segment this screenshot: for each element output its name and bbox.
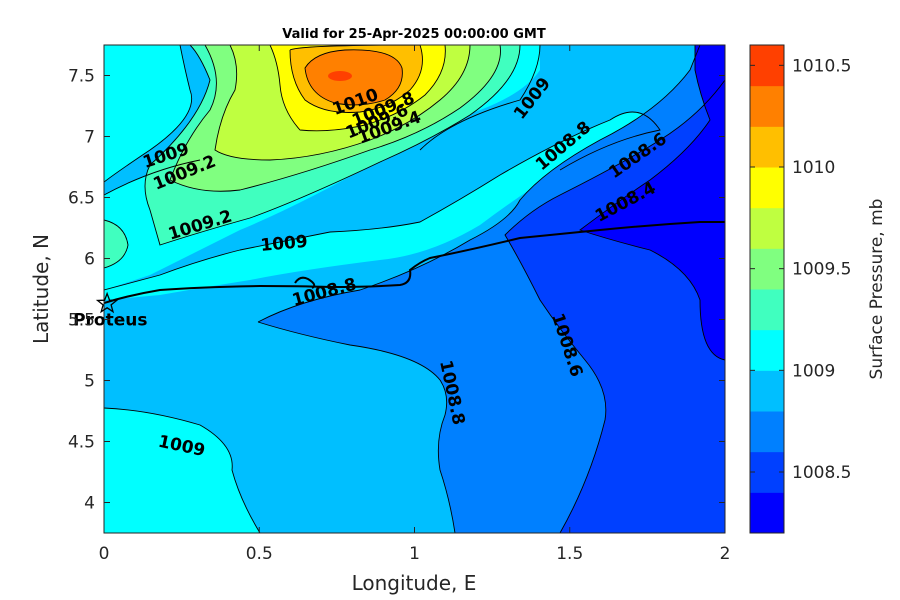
field-band-1009.3 (104, 220, 128, 268)
colorbar-tick-label: 1010.5 (792, 56, 851, 76)
field-band-1009.1 (104, 112, 660, 300)
field-band-1008.3 (580, 45, 725, 360)
contour-label: 1009 (260, 232, 309, 256)
y-tick-label: 5 (84, 372, 95, 392)
colorbar-swatch (750, 167, 784, 209)
site-label: Proteus (73, 311, 147, 331)
field-band-1009.1 (104, 408, 260, 533)
site-marker-star (95, 291, 119, 314)
y-tick-label: 7 (84, 128, 95, 148)
colorbar-tick-label: 1010 (792, 158, 835, 178)
x-tick-label: 0 (99, 544, 110, 564)
y-tick-label: 4 (84, 494, 95, 514)
plot-area (104, 45, 725, 533)
colorbar-swatch (750, 329, 784, 371)
colorbar-swatch (750, 289, 784, 331)
y-axis-label: Latitude, N (29, 234, 53, 344)
colorbar-tick-label: 1009.5 (792, 260, 851, 280)
track-line (104, 221, 725, 304)
field-band-1009.1 (104, 45, 192, 182)
colorbar-swatch (750, 248, 784, 290)
colorbar-swatch (750, 126, 784, 168)
colorbar-swatch (750, 45, 784, 87)
colorbar-swatch (750, 451, 784, 493)
colorbar-swatch (750, 411, 784, 453)
colorbar-frame (749, 44, 785, 534)
field-center-max (328, 71, 352, 81)
colorbar-swatch (750, 370, 784, 412)
colorbar-label: Surface Pressure, mb (867, 199, 887, 380)
track-loop (294, 276, 316, 289)
y-tick-label: 6 (84, 250, 95, 270)
field-band-1010.3 (305, 49, 403, 105)
colorbar-swatch (750, 85, 784, 127)
y-axis: 4 4.5 5 5.5 6 6.5 7 7.5 (68, 67, 725, 514)
x-tick-label: 2 (720, 544, 731, 564)
x-tick-label: 1 (409, 544, 420, 564)
x-axis: 0 0.5 1 1.5 2 (99, 45, 731, 564)
colorbar-tick-label: 1008.5 (792, 463, 851, 483)
x-tick-label: 1.5 (556, 544, 583, 564)
colorbar-swatch (750, 207, 784, 249)
colorbar-tick-label: 1009 (792, 361, 835, 381)
contour-lines (104, 45, 725, 533)
y-tick-label: 5.5 (68, 311, 95, 331)
x-tick-label: 0.5 (246, 544, 273, 564)
y-tick-label: 7.5 (68, 67, 95, 87)
y-tick-label: 6.5 (68, 189, 95, 209)
site-layer: Proteus (73, 291, 148, 331)
chart-title: Valid for 25-Apr-2025 00:00:00 GMT (282, 27, 546, 42)
colorbar-swatch (750, 492, 784, 534)
x-axis-label: Longitude, E (352, 571, 477, 595)
colorbar: 1008.5 1009 1009.5 1010 1010.5 (749, 44, 851, 534)
y-tick-label: 4.5 (68, 433, 95, 453)
